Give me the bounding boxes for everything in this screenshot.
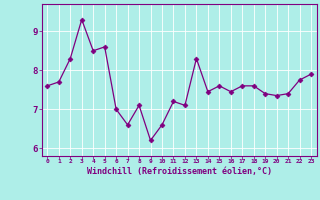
X-axis label: Windchill (Refroidissement éolien,°C): Windchill (Refroidissement éolien,°C) [87, 167, 272, 176]
